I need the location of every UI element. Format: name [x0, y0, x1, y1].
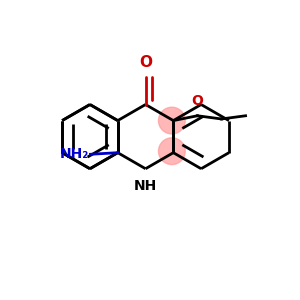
Circle shape: [158, 138, 185, 165]
Text: NH₂: NH₂: [60, 147, 89, 161]
Text: NH: NH: [134, 179, 157, 193]
Circle shape: [158, 107, 185, 134]
Text: O: O: [139, 55, 152, 70]
Text: O: O: [191, 94, 203, 108]
